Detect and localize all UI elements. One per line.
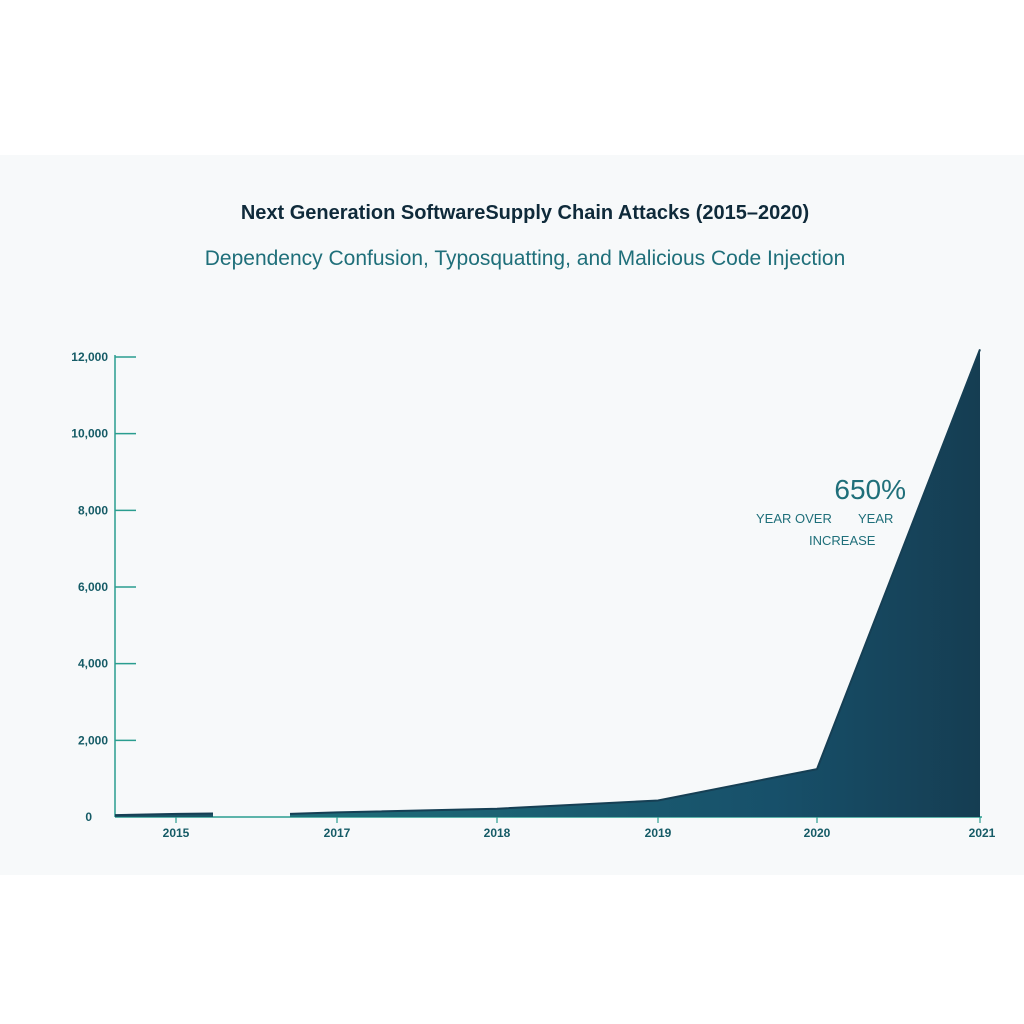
annotation-line1-right: YEAR — [858, 511, 893, 526]
x-tick-label: 2015 — [163, 826, 190, 840]
y-tick-label: 8,000 — [78, 503, 108, 517]
x-tick-label: 2018 — [484, 826, 511, 840]
area-series-line — [289, 348, 981, 815]
area-series-segment — [290, 349, 980, 817]
annotation-line1-left: YEAR OVER — [756, 511, 832, 526]
chart-title: Next Generation SoftwareSupply Chain Att… — [240, 202, 810, 224]
y-tick-label: 6,000 — [78, 580, 108, 594]
y-tick-label: 12,000 — [71, 350, 108, 364]
annotation-line2: INCREASE — [809, 533, 876, 548]
x-tick-label: 2017 — [324, 826, 351, 840]
y-tick-label: 10,000 — [71, 427, 108, 441]
chart-subtitle: Dependency Confusion, Typosquatting, and… — [204, 247, 846, 270]
x-tick-label: 2021 — [969, 826, 996, 840]
annotation-value: 650% — [834, 474, 906, 505]
x-tick-label: 2020 — [804, 826, 831, 840]
x-tick-label: 2019 — [645, 826, 672, 840]
y-tick-label: 0 — [85, 810, 92, 824]
y-tick-label: 4,000 — [78, 657, 108, 671]
y-tick-label: 2,000 — [78, 733, 108, 747]
